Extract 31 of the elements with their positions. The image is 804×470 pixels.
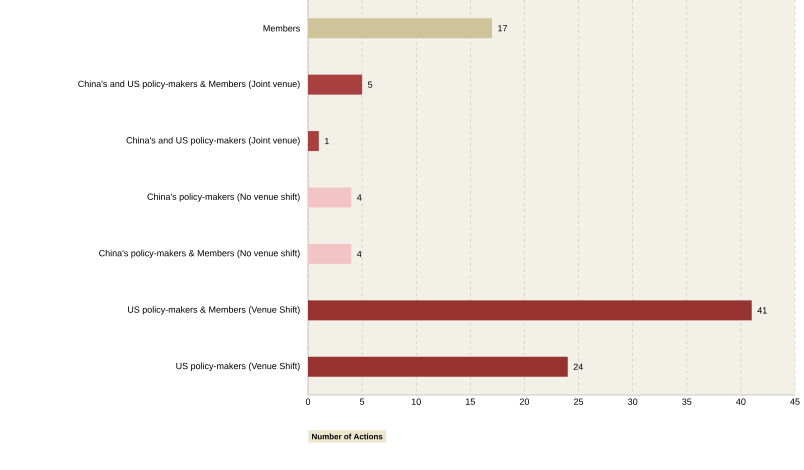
y-tick-label: Members <box>264 24 300 32</box>
bar <box>308 244 352 264</box>
y-tick-label: US policy-makers (Venue Shift) <box>176 362 300 371</box>
bar <box>308 74 362 95</box>
data-label: 24 <box>574 364 583 370</box>
y-tick-label: China's policy-makers & Members (No venue shift) <box>99 250 300 258</box>
x-tick-label: 5 <box>360 398 364 405</box>
bar <box>308 300 752 320</box>
data-label: 5 <box>368 82 372 88</box>
y-tick-label: US policy-makers & Members (Venue Shift) <box>128 306 300 315</box>
data-label: 41 <box>757 307 767 314</box>
x-tick-label: 10 <box>412 398 421 405</box>
bar <box>308 188 352 208</box>
x-tick-label: 45 <box>790 398 800 405</box>
y-tick-label: China's and US policy-makers & Members (Joint venue) <box>78 80 300 89</box>
bar <box>308 131 319 152</box>
data-label: 4 <box>357 194 362 201</box>
x-tick-label: 30 <box>628 398 638 405</box>
data-label: 4 <box>357 250 362 258</box>
y-tick-label: China's policy-makers (No venue shift) <box>147 193 300 202</box>
x-tick-label: 0 <box>306 398 310 405</box>
data-label: 1 <box>325 138 329 144</box>
x-tick-label: 35 <box>682 398 692 405</box>
x-tick-label: 25 <box>574 398 584 405</box>
y-tick-label: China's and US policy-makers (Joint venue) <box>126 136 300 146</box>
x-tick-label: 40 <box>736 398 746 405</box>
bar <box>308 18 492 38</box>
x-tick-label: 15 <box>466 398 475 405</box>
x-tick-label: 20 <box>520 398 530 405</box>
data-label: 17 <box>498 25 508 32</box>
bar <box>308 356 568 377</box>
